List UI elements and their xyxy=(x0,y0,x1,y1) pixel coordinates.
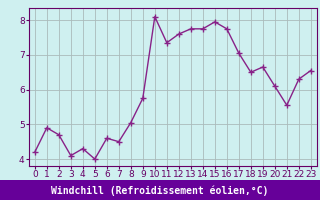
Text: Windchill (Refroidissement éolien,°C): Windchill (Refroidissement éolien,°C) xyxy=(51,186,269,196)
